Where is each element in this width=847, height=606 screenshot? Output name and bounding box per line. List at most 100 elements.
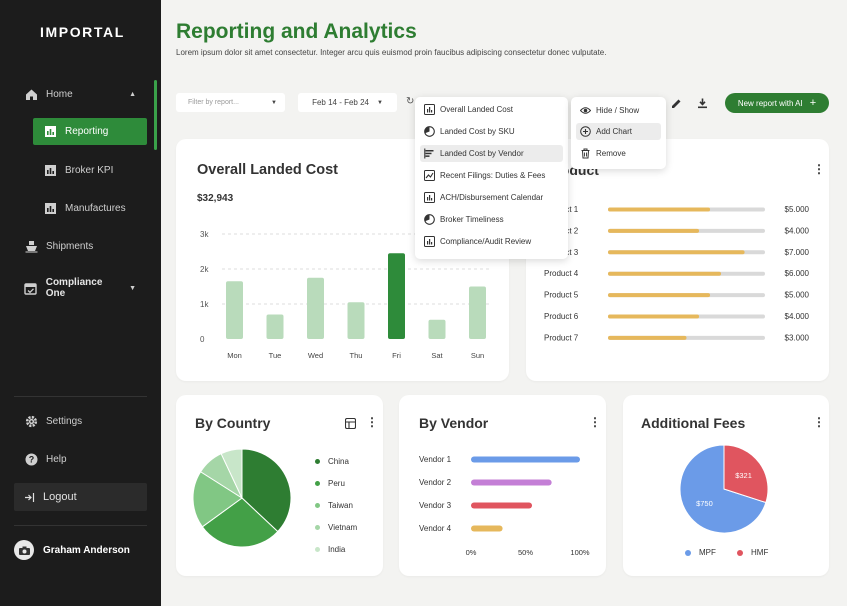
settings-link[interactable]: Settings	[24, 414, 82, 428]
vendor-bar-chart: Vendor 1 Vendor 2 Vendor 3 Vendor 4 0% 50% 100…	[419, 455, 590, 557]
legend-dot	[685, 549, 691, 556]
vendor-label: Vendor 2	[419, 478, 452, 487]
menu-item-label: Remove	[596, 149, 626, 158]
bar-chart-icon	[43, 125, 57, 139]
x-tick-label: Sun	[471, 351, 484, 360]
eye-icon	[580, 105, 591, 116]
user-name: Graham Anderson	[43, 544, 130, 556]
divider	[14, 525, 147, 526]
product-label: Product 5	[544, 291, 579, 300]
bar-chart-icon	[43, 163, 57, 177]
sidebar-item-manufactures[interactable]: Manufactures	[43, 201, 126, 215]
camera-icon	[14, 540, 34, 560]
refresh-icon[interactable]: ↻	[406, 96, 415, 107]
menu-item-ach-calendar[interactable]: ACH/Disbursement Calendar	[420, 189, 563, 206]
download-icon[interactable]	[697, 96, 708, 114]
product-label: Product 4	[544, 269, 579, 278]
sidebar-item-reporting[interactable]: Reporting	[33, 118, 147, 145]
bar-chart-icon	[424, 192, 435, 203]
y-tick-label: 1k	[200, 300, 209, 309]
pie-slice	[723, 444, 769, 504]
new-report-label: New report with AI	[737, 98, 803, 108]
legend-dot	[315, 459, 320, 464]
card-title: Overall Landed Cost	[197, 162, 339, 178]
menu-item-add-chart[interactable]: Add Chart	[576, 123, 661, 140]
bar	[428, 319, 446, 339]
date-range-picker[interactable]: Feb 14 - Feb 24 ▼	[298, 93, 397, 112]
pie-slice	[679, 444, 767, 534]
bar	[608, 271, 722, 276]
chevron-up-icon: ▲	[129, 90, 136, 98]
more-icon[interactable]: ⋮	[813, 162, 825, 176]
calendar-check-icon	[24, 281, 38, 295]
sidebar-item-compliance-one[interactable]: Compliance One ▼	[24, 277, 136, 299]
pie-chart-icon	[424, 214, 435, 225]
menu-item-label: Overall Landed Cost	[440, 105, 513, 114]
value-label: $6.000	[785, 269, 810, 278]
bar	[608, 207, 711, 212]
table-view-icon[interactable]	[344, 416, 357, 434]
legend-label: Vietnam	[328, 523, 358, 532]
brand-logo[interactable]: IMPORTAL	[40, 24, 125, 40]
menu-item-hide-show[interactable]: Hide / Show	[576, 102, 661, 119]
product-label: Product 6	[544, 312, 579, 321]
trash-icon	[580, 148, 591, 159]
sidebar-item-label: Shipments	[46, 240, 94, 252]
help-icon: ?	[24, 452, 38, 466]
product-label: Product 7	[544, 333, 579, 342]
menu-item-label: Recent Filings: Duties & Fees	[440, 171, 546, 180]
y-tick-label: 3k	[200, 230, 209, 239]
home-icon	[24, 87, 38, 101]
legend-label: MPF	[699, 548, 716, 557]
card-title: Additional Fees	[641, 415, 746, 431]
bar	[266, 314, 284, 339]
country-pie-chart	[192, 448, 292, 548]
total-value: $32,943	[197, 193, 234, 204]
bar	[608, 314, 700, 319]
chevron-down-icon: ▼	[129, 284, 136, 292]
bar	[388, 253, 405, 339]
legend-label: Taiwan	[328, 501, 353, 510]
more-icon[interactable]: ⋮	[813, 415, 825, 429]
value-label: $3.000	[785, 333, 810, 342]
sidebar-scrollbar[interactable]	[154, 80, 157, 150]
edit-icon[interactable]	[671, 96, 682, 114]
report-filter-select[interactable]: Filter by report... ▼	[176, 93, 285, 112]
x-tick-label: 100%	[570, 548, 590, 557]
legend-item: MPF	[685, 548, 716, 557]
sidebar-item-home[interactable]: Home ▲	[24, 87, 136, 101]
page-title: Reporting and Analytics	[176, 20, 417, 43]
pie-slice	[241, 448, 292, 533]
new-report-ai-button[interactable]: New report with AI +	[725, 93, 829, 113]
menu-item-landed-cost-sku[interactable]: Landed Cost by SKU	[420, 123, 563, 140]
logout-button[interactable]: Logout	[14, 483, 147, 511]
bar	[471, 479, 552, 486]
sidebar-item-broker-kpi[interactable]: Broker KPI	[43, 163, 113, 177]
sidebar-item-shipments[interactable]: Shipments	[24, 239, 93, 253]
logout-icon	[24, 492, 35, 503]
legend-item: Taiwan	[315, 501, 353, 510]
bar	[307, 277, 324, 339]
legend-label: India	[328, 545, 346, 554]
chart-actions-menu: Hide / Show Add Chart Remove	[571, 97, 666, 169]
menu-item-landed-cost-vendor[interactable]: Landed Cost by Vendor	[420, 145, 563, 162]
filter-placeholder: Filter by report...	[188, 99, 239, 106]
sidebar-item-label: Compliance One	[45, 277, 103, 299]
report-type-menu: Overall Landed Cost Landed Cost by SKU L…	[415, 97, 568, 259]
more-icon[interactable]: ⋮	[589, 415, 601, 429]
legend-item: Vietnam	[315, 523, 357, 532]
more-icon[interactable]: ⋮	[366, 415, 378, 429]
user-profile[interactable]: Graham Anderson	[14, 540, 130, 560]
legend-dot	[737, 549, 743, 556]
menu-item-recent-filings[interactable]: Recent Filings: Duties & Fees	[420, 167, 563, 184]
legend-dot	[315, 547, 320, 552]
menu-item-compliance-audit[interactable]: Compliance/Audit Review	[420, 233, 563, 250]
additional-fees-card: Additional Fees ⋮ $750 $321 MPF HMF	[623, 395, 829, 576]
pie-slice	[220, 448, 243, 499]
menu-item-broker-timeliness[interactable]: Broker Timeliness	[420, 211, 563, 228]
menu-item-overall-landed-cost[interactable]: Overall Landed Cost	[420, 101, 563, 118]
menu-item-remove[interactable]: Remove	[576, 145, 661, 162]
value-label: $5.000	[785, 291, 810, 300]
help-link[interactable]: ? Help	[24, 452, 67, 466]
